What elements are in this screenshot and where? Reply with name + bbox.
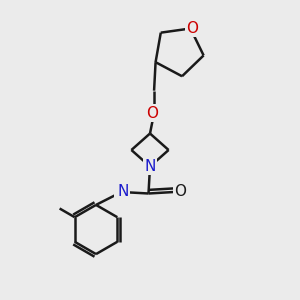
Text: H: H — [115, 185, 125, 199]
Text: N: N — [144, 159, 156, 174]
Text: O: O — [186, 21, 198, 36]
Text: N: N — [117, 184, 129, 200]
Text: O: O — [147, 106, 159, 121]
Text: O: O — [174, 184, 186, 200]
